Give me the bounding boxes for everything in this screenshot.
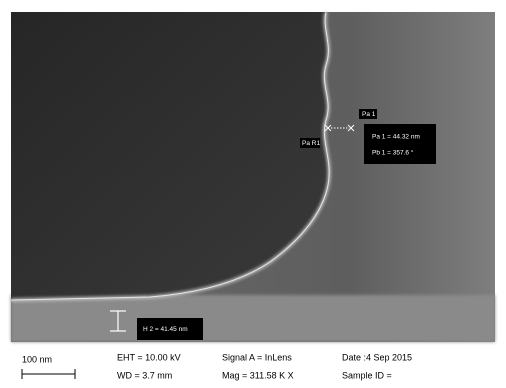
wd: WD = 3.7 mm [117, 370, 172, 380]
par-label: Pa R1 [302, 140, 320, 147]
mag: Mag = 311.58 K X [222, 370, 294, 380]
scale-bar [22, 369, 75, 379]
eht: EHT = 10.00 kV [117, 352, 181, 362]
date: Date :4 Sep 2015 [342, 352, 412, 362]
measure-box [364, 124, 436, 164]
pa-label: Pa 1 [362, 111, 376, 118]
sample-id: Sample ID = [342, 370, 392, 380]
micrograph [11, 12, 495, 342]
info-bar: 100 nm EHT = 10.00 kV WD = 3.7 mm Signal… [22, 352, 412, 380]
measure-text: Pa 1 = 44.32 nm [372, 134, 420, 141]
sem-page: Pa 1 Pa R1 Pa 1 = 44.32 nm Pb 1 = 357.6 … [0, 0, 506, 388]
bottom-band [11, 295, 495, 342]
scale-label: 100 nm [22, 354, 52, 364]
measure-text: Pb 1 = 357.6 ° [372, 149, 414, 157]
height-text: H 2 = 41.45 nm [143, 326, 188, 333]
signal: Signal A = InLens [222, 352, 292, 362]
